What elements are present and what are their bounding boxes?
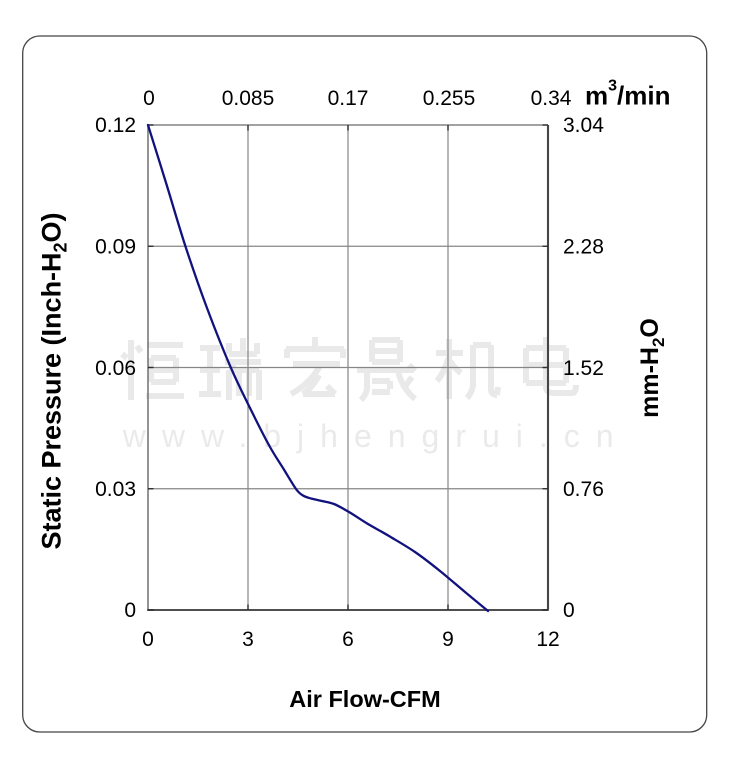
svg-text:0.34: 0.34 [531,87,572,110]
svg-text:Static Pressure (Inch-H2O): Static Pressure (Inch-H2O) [37,212,71,549]
svg-text:mm-H2O: mm-H2O [636,318,668,418]
svg-text:9: 9 [442,628,454,651]
svg-text:0.76: 0.76 [563,478,604,501]
svg-text:0.03: 0.03 [95,478,136,501]
svg-text:0.12: 0.12 [95,114,136,137]
svg-text:0.06: 0.06 [95,357,136,380]
svg-text:0.255: 0.255 [423,87,476,110]
svg-text:m3/min: m3/min [585,78,670,111]
svg-text:0: 0 [563,599,575,622]
svg-text:3: 3 [242,628,254,651]
svg-text:1.52: 1.52 [563,357,604,380]
svg-text:0: 0 [124,599,136,622]
svg-text:Air Flow-CFM: Air Flow-CFM [289,686,440,712]
svg-text:6: 6 [342,628,354,651]
svg-text:0: 0 [142,628,154,651]
svg-text:2.28: 2.28 [563,236,604,259]
svg-text:0.09: 0.09 [95,236,136,259]
svg-text:3.04: 3.04 [563,114,604,137]
svg-text:0: 0 [143,87,155,110]
svg-text:www.bjhengrui.cn: www.bjhengrui.cn [122,418,630,454]
svg-text:12: 12 [536,628,559,651]
svg-text:0.17: 0.17 [328,87,369,110]
svg-text:0.085: 0.085 [222,87,275,110]
